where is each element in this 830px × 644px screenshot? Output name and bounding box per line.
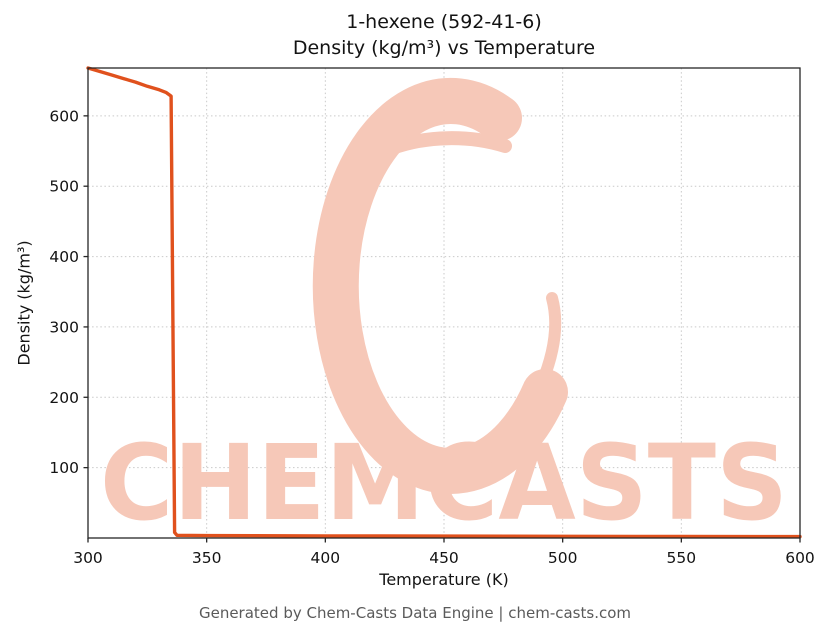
density-line bbox=[86, 66, 802, 539]
x-axis-label: Temperature (K) bbox=[379, 570, 509, 589]
y-tick-label: 600 bbox=[49, 107, 79, 125]
x-tick-label: 400 bbox=[311, 549, 341, 567]
watermark-c-ring bbox=[312, 77, 568, 494]
y-tick-label: 100 bbox=[49, 459, 79, 477]
tick-marks bbox=[83, 115, 801, 543]
x-tick-label: 600 bbox=[785, 549, 815, 567]
x-tick-label: 300 bbox=[73, 549, 103, 567]
y-tick-label: 500 bbox=[49, 178, 79, 196]
x-tick-label: 350 bbox=[192, 549, 222, 567]
tick-labels: 300 350 400 450 500 550 600 100 200 300 400 500 600 bbox=[49, 107, 814, 567]
watermark-text: CHEMCASTS bbox=[100, 422, 788, 544]
y-axis-label: Density (kg/m³) bbox=[14, 240, 34, 366]
footer-attribution: Generated by Chem-Casts Data Engine | ch… bbox=[198, 604, 632, 622]
watermark-c-brush-accent bbox=[385, 131, 512, 155]
x-tick-label: 500 bbox=[548, 549, 578, 567]
x-tick-label: 450 bbox=[429, 549, 459, 567]
y-tick-label: 200 bbox=[49, 389, 79, 407]
plot-border bbox=[87, 67, 801, 539]
watermark-c-brush-tail bbox=[535, 292, 562, 391]
y-tick-label: 400 bbox=[49, 248, 79, 266]
chart-title-line1: 1-hexene (592-41-6) bbox=[346, 11, 542, 33]
chart-title-line2: Density (kg/m³) vs Temperature bbox=[292, 37, 596, 59]
y-tick-label: 300 bbox=[49, 318, 79, 336]
x-tick-label: 550 bbox=[667, 549, 697, 567]
